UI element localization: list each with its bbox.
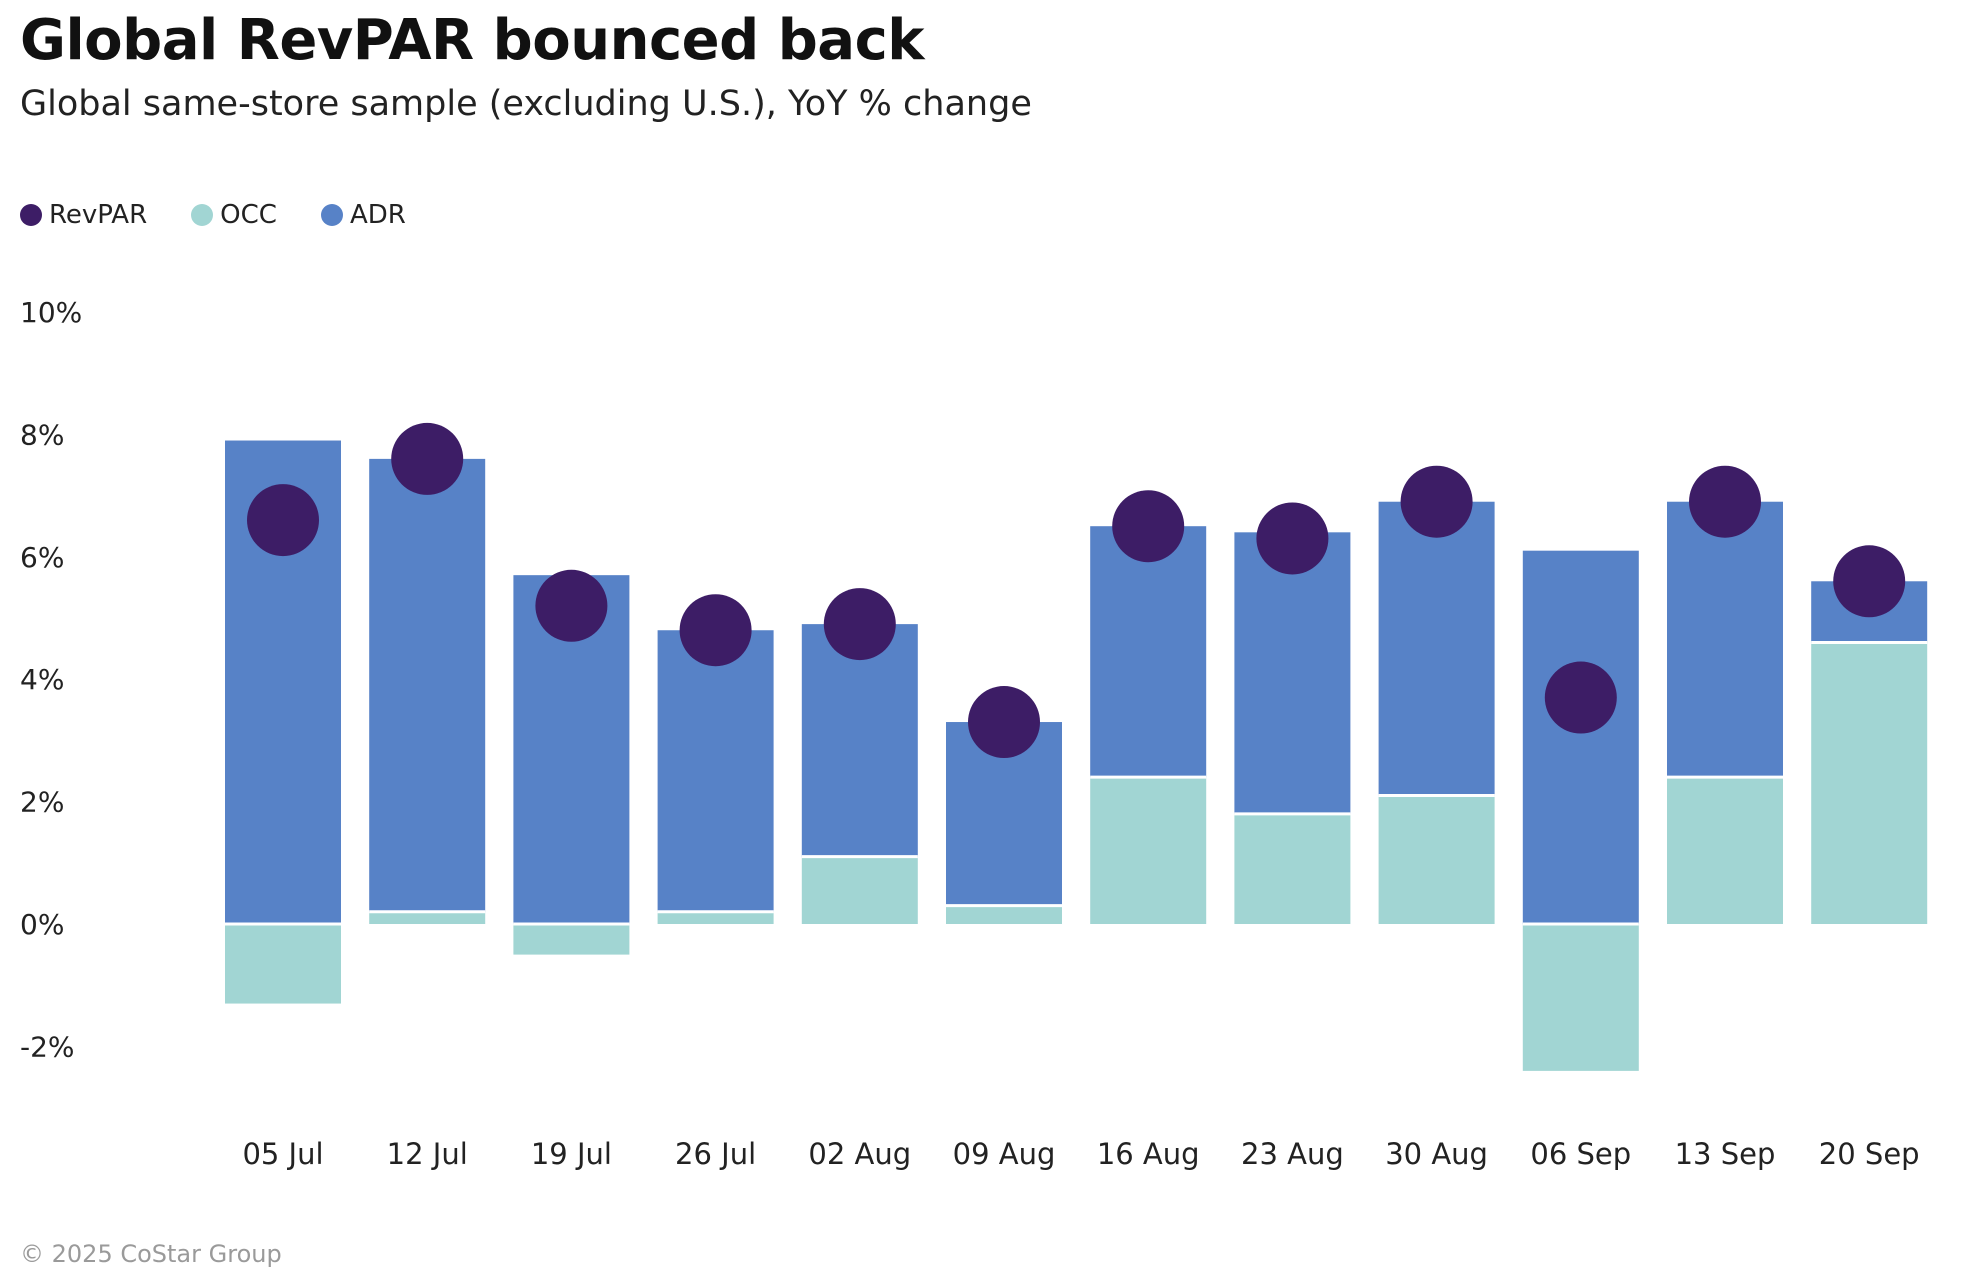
y-tick-label: 6% [20, 541, 64, 574]
revpar-dot [1256, 502, 1329, 575]
y-tick-label: -2% [20, 1030, 75, 1063]
revpar-dot [968, 686, 1040, 759]
x-tick-label: 26 Jul [675, 1137, 756, 1171]
legend: RevPAR OCC ADR [20, 200, 450, 230]
occ-bar [1234, 813, 1351, 924]
adr-bar [1522, 550, 1639, 924]
revpar-dot [1833, 545, 1906, 618]
revpar-dot [535, 569, 608, 642]
adr-bar [369, 458, 486, 912]
occ-bar [801, 856, 918, 924]
legend-label-revpar: RevPAR [49, 200, 148, 230]
y-tick-label: 4% [20, 663, 64, 696]
revpar-dot [1400, 465, 1473, 538]
legend-item-revpar: RevPAR [20, 200, 147, 230]
x-tick-label: 13 Sep [1675, 1137, 1776, 1171]
chart-subtitle: Global same-store sample (excluding U.S.… [20, 84, 1032, 124]
occ-bar [513, 924, 630, 955]
adr-bar [1667, 501, 1783, 778]
x-tick-label: 23 Aug [1241, 1137, 1344, 1171]
occ-bar [1378, 795, 1495, 924]
revpar-dot [679, 594, 752, 667]
adr-bar [801, 624, 918, 857]
x-tick-label: 06 Sep [1530, 1137, 1631, 1171]
x-tick-label: 19 Jul [531, 1137, 612, 1171]
x-tick-label: 30 Aug [1385, 1137, 1488, 1171]
occ-bar [1811, 642, 1928, 924]
revpar-dot [823, 588, 896, 661]
legend-swatch-adr [320, 204, 343, 226]
legend-swatch-revpar [20, 204, 42, 226]
x-tick-label: 12 Jul [387, 1137, 468, 1171]
occ-bar [1522, 924, 1639, 1071]
revpar-dot [1689, 465, 1761, 538]
occ-bar [657, 911, 774, 924]
x-tick-label: 16 Aug [1097, 1137, 1200, 1171]
y-tick-label: 8% [20, 418, 64, 451]
revpar-dot [1112, 490, 1185, 563]
legend-item-adr: ADR [320, 200, 406, 230]
copyright-footer: © 2025 CoStar Group [20, 1240, 282, 1268]
revpar-dot [391, 422, 464, 495]
y-tick-label: 0% [20, 908, 64, 941]
y-tick-label: 2% [20, 786, 64, 819]
occ-bar [1090, 777, 1207, 924]
adr-bar [1378, 501, 1495, 796]
revpar-dot [247, 484, 319, 557]
chart-title: Global RevPAR bounced back [20, 8, 925, 73]
legend-label-adr: ADR [349, 200, 406, 230]
occ-bar [369, 911, 486, 924]
legend-swatch-occ [191, 204, 214, 226]
legend-label-occ: OCC [220, 200, 277, 230]
revpar-dot [1544, 661, 1617, 734]
x-tick-label: 09 Aug [953, 1137, 1056, 1171]
x-tick-label: 02 Aug [808, 1137, 911, 1171]
y-tick-label: 10% [20, 296, 82, 329]
adr-bar [1234, 532, 1351, 814]
occ-bar [225, 924, 341, 1004]
x-tick-label: 05 Jul [242, 1137, 323, 1171]
occ-bar [946, 905, 1062, 924]
adr-bar [657, 630, 774, 912]
legend-item-occ: OCC [191, 200, 277, 230]
x-tick-label: 20 Sep [1819, 1137, 1920, 1171]
adr-bar [1090, 526, 1207, 778]
occ-bar [1667, 777, 1783, 924]
